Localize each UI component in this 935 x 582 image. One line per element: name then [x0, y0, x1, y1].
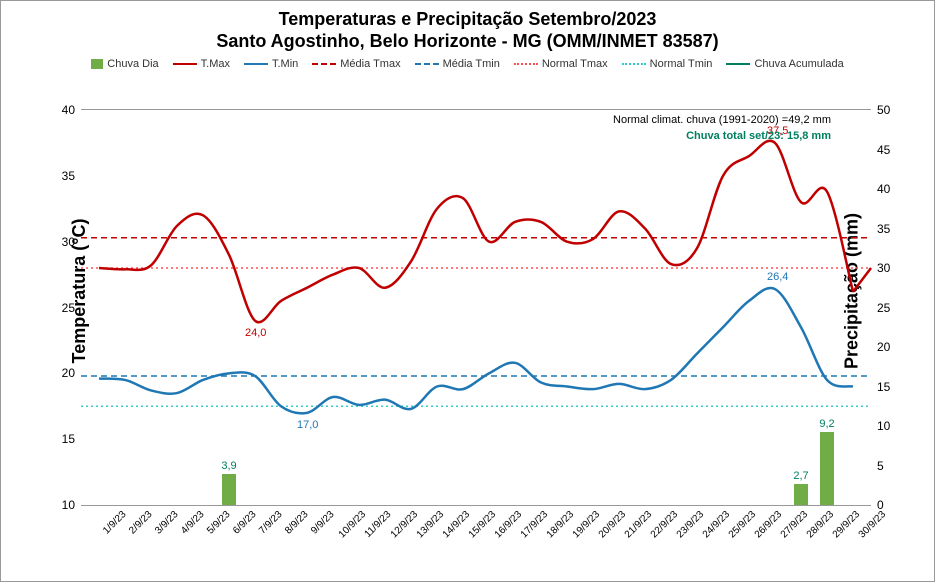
x-tick: 22/9/23 [649, 509, 680, 540]
x-tick: 5/9/23 [205, 509, 232, 536]
x-tick: 13/9/23 [415, 509, 446, 540]
rain-bar [222, 474, 236, 505]
chuva-acum-swatch [726, 63, 750, 65]
x-tick: 28/9/23 [805, 509, 836, 540]
normal-tmin-swatch [622, 63, 646, 65]
normal-tmin-label: Normal Tmin [650, 58, 713, 70]
point-label-tmax_min: 24,0 [245, 327, 266, 339]
x-tick: 3/9/23 [153, 509, 180, 536]
x-tick: 30/9/23 [857, 509, 888, 540]
legend-item-tmax: T.Max [173, 58, 230, 70]
tmin-swatch [244, 63, 268, 65]
rain-bar-label: 9,2 [819, 418, 834, 430]
media-tmin-label: Média Tmin [443, 58, 500, 70]
x-tick: 29/9/23 [831, 509, 862, 540]
rain-bar-label: 2,7 [793, 470, 808, 482]
media-tmax-swatch [312, 63, 336, 65]
x-tick: 21/9/23 [623, 509, 654, 540]
y-right-tick: 5 [877, 459, 884, 473]
y-left-tick: 20 [62, 366, 75, 380]
rain-bar-label: 3,9 [221, 460, 236, 472]
x-tick: 17/9/23 [519, 509, 550, 540]
point-label-tmin_min: 17,0 [297, 419, 318, 431]
tmax-swatch [173, 63, 197, 65]
y-left-tick: 40 [62, 103, 75, 117]
normal-tmax-swatch [514, 63, 538, 65]
legend-item-normal-tmin: Normal Tmin [622, 58, 713, 70]
x-tick: 14/9/23 [441, 509, 472, 540]
legend-item-media-tmin: Média Tmin [415, 58, 500, 70]
y-right-tick: 10 [877, 419, 890, 433]
y-left-tick: 30 [62, 235, 75, 249]
y-right-tick: 45 [877, 143, 890, 157]
legend: Chuva Dia T.Max T.Min Média Tmax Média Tmin N… [1, 52, 934, 72]
y-right-tick: 35 [877, 222, 890, 236]
chart-container: Temperaturas e Precipitação Setembro/202… [0, 0, 935, 582]
y-right-tick: 15 [877, 380, 890, 394]
y-left-tick: 10 [62, 498, 75, 512]
x-tick: 16/9/23 [493, 509, 524, 540]
x-tick: 11/9/23 [363, 509, 394, 540]
y-right-tick: 30 [877, 261, 890, 275]
x-tick: 9/9/23 [309, 509, 336, 536]
tmin-line [99, 288, 853, 413]
annotation-chuva-total: Chuva total set/23: 15,8 mm [686, 130, 831, 142]
x-tick: 2/9/23 [127, 509, 154, 536]
x-tick: 20/9/23 [597, 509, 628, 540]
x-tick: 10/9/23 [337, 509, 368, 540]
x-tick: 6/9/23 [231, 509, 258, 536]
x-tick: 15/9/23 [467, 509, 498, 540]
y-right-tick: 50 [877, 103, 890, 117]
point-label-tmin_max: 26,4 [767, 271, 788, 283]
y-right-tick: 25 [877, 301, 890, 315]
y-right-tick: 40 [877, 182, 890, 196]
legend-item-normal-tmax: Normal Tmax [514, 58, 608, 70]
x-tick: 25/9/23 [727, 509, 758, 540]
chuva-dia-label: Chuva Dia [107, 58, 158, 70]
x-tick: 27/9/23 [779, 509, 810, 540]
normal-tmax-label: Normal Tmax [542, 58, 608, 70]
tmax-line [99, 141, 853, 322]
x-tick: 19/9/23 [571, 509, 602, 540]
chuva-dia-swatch [91, 59, 103, 69]
title-line2: Santo Agostinho, Belo Horizonte - MG (OM… [1, 31, 934, 53]
x-tick: 7/9/23 [257, 509, 284, 536]
legend-item-tmin: T.Min [244, 58, 298, 70]
y-left-tick: 15 [62, 432, 75, 446]
legend-item-chuva-dia: Chuva Dia [91, 58, 158, 70]
x-tick: 8/9/23 [283, 509, 310, 536]
chuva-acum-label: Chuva Acumulada [754, 58, 843, 70]
legend-item-media-tmax: Média Tmax [312, 58, 400, 70]
rain-bar [794, 484, 808, 505]
media-tmax-label: Média Tmax [340, 58, 400, 70]
media-tmin-swatch [415, 63, 439, 65]
x-tick: 23/9/23 [675, 509, 706, 540]
x-tick: 18/9/23 [545, 509, 576, 540]
tmax-label: T.Max [201, 58, 230, 70]
x-tick: 1/9/23 [101, 509, 128, 536]
x-tick: 4/9/23 [179, 509, 206, 536]
y-right-tick: 20 [877, 340, 890, 354]
annotation-normal-chuva: Normal climat. chuva (1991-2020) =49,2 m… [613, 114, 831, 126]
title-line1: Temperaturas e Precipitação Setembro/202… [1, 9, 934, 31]
y-left-tick: 25 [62, 301, 75, 315]
rain-bar [820, 432, 834, 505]
chart-lines [81, 110, 871, 505]
legend-item-chuva-acum: Chuva Acumulada [726, 58, 843, 70]
x-tick: 12/9/23 [389, 509, 420, 540]
y-left-tick: 35 [62, 169, 75, 183]
plot-area: 10152025303540051015202530354045501/9/23… [81, 109, 871, 506]
tmin-label: T.Min [272, 58, 298, 70]
tmax-extend [853, 268, 871, 292]
chart-title: Temperaturas e Precipitação Setembro/202… [1, 1, 934, 52]
x-tick: 24/9/23 [701, 509, 732, 540]
x-tick: 26/9/23 [753, 509, 784, 540]
